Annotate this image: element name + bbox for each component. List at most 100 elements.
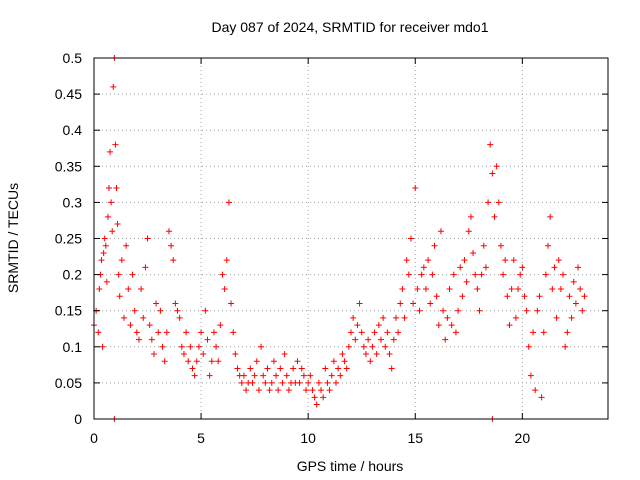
data-point	[219, 271, 226, 278]
data-point	[131, 307, 138, 314]
data-point	[463, 278, 470, 285]
data-point	[401, 314, 408, 321]
data-point	[183, 329, 190, 336]
data-point	[213, 343, 220, 350]
grid	[94, 58, 608, 419]
data-point	[150, 351, 157, 358]
y-axis-ticks: 0 0.05 0.1 0.15 0.2 0.25 0.3 0.35 0.4 0.45 0.5	[55, 50, 608, 427]
data-point	[185, 358, 192, 365]
data-point	[560, 271, 567, 278]
data-point	[380, 314, 387, 321]
data-point	[397, 300, 404, 307]
data-point	[129, 271, 136, 278]
data-point	[161, 358, 168, 365]
data-point	[275, 387, 282, 394]
data-point	[264, 365, 271, 372]
data-point	[337, 372, 344, 379]
data-point	[414, 286, 421, 293]
data-point	[500, 271, 507, 278]
data-point	[553, 314, 560, 321]
data-point	[476, 307, 483, 314]
data-point	[418, 271, 425, 278]
data-point	[279, 379, 286, 386]
data-point	[328, 372, 335, 379]
data-point	[465, 228, 472, 235]
data-point	[311, 394, 318, 401]
data-point	[521, 293, 528, 300]
data-point	[392, 314, 399, 321]
y-tick-label: 0.2	[63, 267, 83, 283]
data-point	[405, 271, 412, 278]
data-point	[163, 329, 170, 336]
data-point	[133, 329, 140, 336]
data-point	[144, 235, 151, 242]
data-point	[238, 379, 245, 386]
data-point	[373, 351, 380, 358]
data-point	[155, 329, 162, 336]
data-point	[433, 293, 440, 300]
data-point	[551, 264, 558, 271]
data-point	[113, 184, 120, 191]
data-point	[341, 358, 348, 365]
y-tick-label: 0.25	[55, 231, 82, 247]
data-point	[258, 343, 265, 350]
data-point	[425, 257, 432, 264]
y-axis-label: SRMTID / TECUs	[5, 183, 21, 293]
data-point	[172, 300, 179, 307]
data-point	[470, 249, 477, 256]
data-point	[123, 242, 130, 249]
data-point	[542, 271, 549, 278]
data-point	[407, 235, 414, 242]
data-point	[127, 322, 134, 329]
data-point	[467, 213, 474, 220]
y-tick-label: 0	[74, 411, 82, 427]
data-point	[557, 286, 564, 293]
y-tick-label: 0.5	[63, 50, 83, 66]
data-point	[305, 379, 312, 386]
data-point	[142, 264, 149, 271]
data-point	[377, 336, 384, 343]
x-tick-label: 20	[515, 430, 531, 446]
data-point	[232, 351, 239, 358]
data-point	[564, 329, 571, 336]
data-point	[508, 286, 515, 293]
data-point	[575, 264, 582, 271]
data-point	[530, 329, 537, 336]
data-point	[115, 271, 122, 278]
data-point	[318, 387, 325, 394]
x-axis-label: GPS time / hours	[297, 458, 404, 474]
data-point	[277, 365, 284, 372]
data-point	[512, 314, 519, 321]
data-point	[206, 372, 213, 379]
data-point	[577, 286, 584, 293]
data-point	[448, 322, 455, 329]
data-point	[566, 293, 573, 300]
data-point	[399, 286, 406, 293]
data-point	[523, 307, 530, 314]
data-point	[168, 242, 175, 249]
data-point	[333, 379, 340, 386]
data-points	[91, 55, 588, 422]
data-point	[452, 329, 459, 336]
data-point	[260, 372, 267, 379]
data-point	[135, 336, 142, 343]
data-point	[572, 300, 579, 307]
data-point	[200, 351, 207, 358]
data-point	[485, 199, 492, 206]
data-point	[350, 314, 357, 321]
data-point	[502, 257, 509, 264]
data-point	[403, 257, 410, 264]
data-point	[217, 322, 224, 329]
data-point	[170, 257, 177, 264]
data-point	[322, 365, 329, 372]
data-point	[437, 228, 444, 235]
data-point	[198, 329, 205, 336]
data-point	[482, 264, 489, 271]
x-tick-label: 5	[197, 430, 205, 446]
data-point	[103, 278, 110, 285]
data-point	[536, 293, 543, 300]
data-point	[581, 293, 588, 300]
data-point	[382, 343, 389, 350]
data-point	[255, 387, 262, 394]
data-point	[326, 387, 333, 394]
